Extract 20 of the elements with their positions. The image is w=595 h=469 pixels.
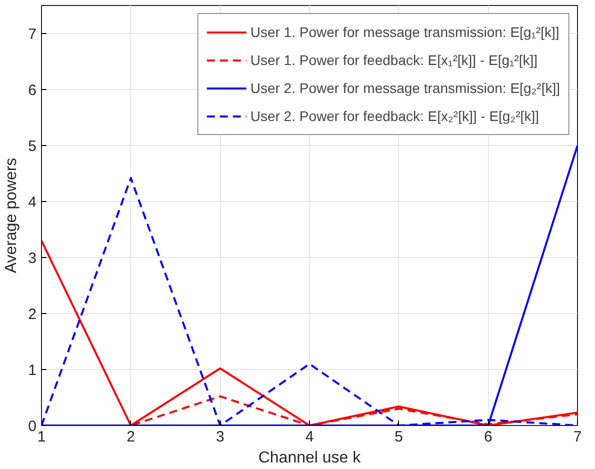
- y-tick-label: 3: [28, 250, 36, 267]
- x-tick-label: 3: [216, 428, 224, 446]
- y-axis-title: Average powers: [3, 158, 20, 274]
- y-tick-label: 4: [28, 194, 36, 211]
- x-tick-label: 6: [484, 428, 492, 446]
- x-tick-label: 5: [394, 428, 404, 446]
- legend-label: User 1. Power for feedback: E[x₁²[k]] - E[g₁²[k]]: [250, 52, 538, 68]
- legend-label: User 1. Power for message transmission: E[g₁²[k]]: [250, 24, 560, 40]
- y-tick-label: 2: [28, 306, 36, 323]
- y-tick-label: 7: [28, 26, 36, 43]
- y-tick-label: 1: [28, 362, 36, 379]
- x-tick-label: 2: [126, 428, 136, 446]
- x-tick-label: 4: [305, 428, 314, 446]
- x-tick-label: 7: [573, 428, 582, 446]
- y-tick-label: 5: [28, 138, 36, 155]
- legend-label: User 2. Power for feedback: E[x₂²[k]] - E[g₂²[k]]: [250, 108, 539, 124]
- x-axis-title: Channel use k: [258, 450, 362, 466]
- legend-label: User 2. Power for message transmission: E[g₂²[k]]: [250, 80, 560, 96]
- y-tick-label: 0: [28, 418, 36, 435]
- y-tick-label: 6: [28, 82, 36, 99]
